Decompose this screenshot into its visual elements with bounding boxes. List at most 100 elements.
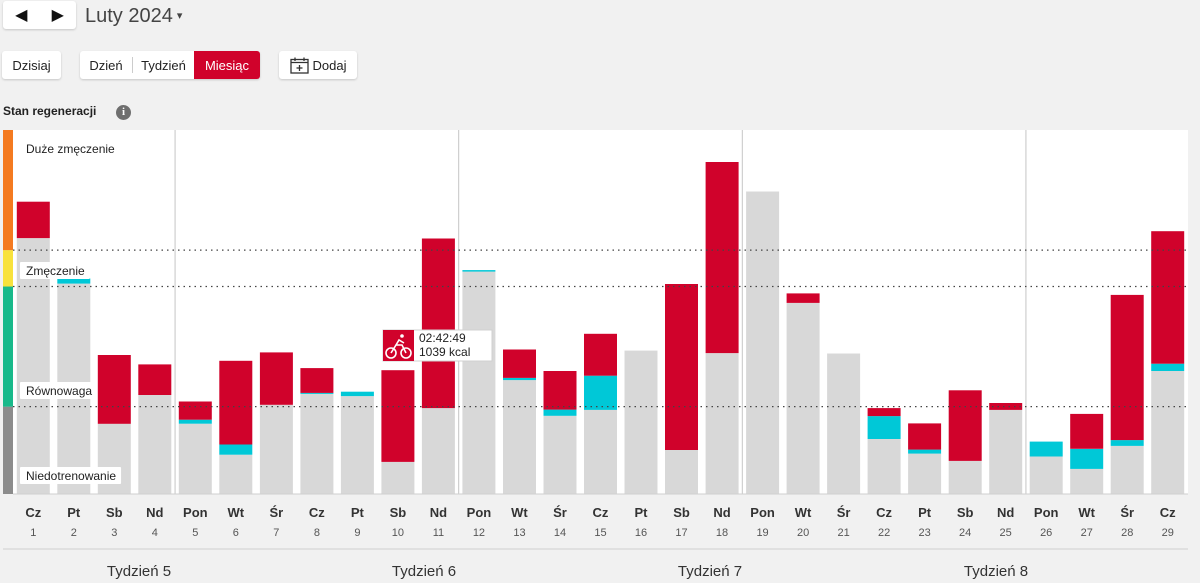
bar-training[interactable] — [908, 423, 942, 450]
bar-recovery[interactable] — [462, 270, 496, 272]
info-icon[interactable]: i — [116, 105, 131, 120]
bar-base[interactable] — [746, 191, 780, 495]
day-name-label: Sb — [957, 505, 974, 520]
week-label: Tydzień 8 — [964, 563, 1028, 580]
date-label: 6 — [233, 527, 239, 539]
bar-training[interactable] — [421, 238, 455, 409]
bar-training[interactable] — [867, 408, 901, 417]
bar-recovery[interactable] — [908, 449, 942, 454]
bar-recovery[interactable] — [57, 278, 91, 284]
bar-training[interactable] — [1110, 294, 1144, 441]
bar-recovery[interactable] — [1110, 440, 1144, 446]
day-name-label: Śr — [269, 505, 283, 520]
bar-training[interactable] — [219, 360, 253, 445]
bar-training[interactable] — [989, 403, 1023, 410]
bar-recovery[interactable] — [178, 419, 212, 424]
tooltip-calories: 1039 kcal — [419, 345, 470, 359]
bar-base[interactable] — [503, 380, 536, 494]
day-name-label: Śr — [553, 505, 567, 520]
date-label: 3 — [111, 527, 117, 539]
bar-training[interactable] — [300, 368, 334, 393]
bar-recovery[interactable] — [584, 375, 617, 410]
date-label: 25 — [1000, 527, 1012, 539]
day-name-label: Wt — [228, 505, 245, 520]
date-label: 20 — [797, 527, 809, 539]
bar-base[interactable] — [705, 353, 739, 494]
bar-training[interactable] — [259, 352, 293, 405]
bar-recovery[interactable] — [543, 409, 577, 416]
bar-base[interactable] — [138, 395, 172, 494]
date-label: 27 — [1081, 527, 1093, 539]
zone-label-background — [20, 262, 90, 279]
view-day-button[interactable]: Dzień — [80, 57, 133, 73]
bar-base[interactable] — [827, 353, 861, 495]
zone-label-background — [20, 467, 122, 484]
date-label: 21 — [837, 527, 849, 539]
section-title: Stan regeneracji — [3, 104, 97, 118]
bar-recovery[interactable] — [219, 444, 253, 455]
date-label: 10 — [392, 527, 404, 539]
bar-base[interactable] — [1110, 446, 1144, 494]
date-label: 7 — [273, 527, 279, 539]
bar-training[interactable] — [1151, 231, 1185, 364]
bar-base[interactable] — [665, 450, 698, 494]
bar-training[interactable] — [97, 355, 131, 424]
bar-training[interactable] — [543, 371, 577, 410]
date-label: 16 — [635, 527, 647, 539]
zone-indicator — [3, 286, 13, 407]
bar-training[interactable] — [178, 401, 212, 420]
bar-base[interactable] — [259, 404, 293, 494]
bar-recovery[interactable] — [340, 391, 374, 397]
bar-base[interactable] — [867, 439, 901, 494]
date-label: 14 — [554, 527, 566, 539]
bar-training[interactable] — [665, 284, 698, 450]
bar-training[interactable] — [948, 390, 982, 461]
bar-base[interactable] — [421, 408, 455, 494]
bar-recovery[interactable] — [1151, 363, 1185, 371]
bar-training[interactable] — [1070, 413, 1104, 449]
bar-base[interactable] — [786, 302, 820, 494]
month-selector[interactable]: Luty 2024 ▾ — [85, 5, 182, 28]
view-week-button[interactable]: Tydzień — [141, 57, 186, 73]
bar-training[interactable] — [503, 349, 536, 378]
bar-training[interactable] — [705, 162, 739, 354]
bar-base[interactable] — [543, 415, 577, 494]
bar-base[interactable] — [908, 453, 942, 494]
bar-recovery[interactable] — [503, 377, 536, 381]
bar-base[interactable] — [1070, 468, 1104, 494]
day-name-label: Nd — [997, 505, 1014, 520]
next-period-button[interactable]: ▶ — [51, 7, 64, 24]
zone-label: Zmęczenie — [26, 264, 85, 278]
bar-base[interactable] — [381, 462, 415, 494]
bar-base[interactable] — [219, 454, 253, 494]
day-name-label: Pt — [635, 505, 649, 520]
bar-base[interactable] — [584, 409, 617, 494]
bar-base[interactable] — [462, 271, 496, 494]
previous-period-button[interactable]: ◀ — [15, 7, 28, 24]
bar-base[interactable] — [178, 423, 212, 494]
add-button[interactable]: Dodaj — [279, 51, 357, 79]
date-label: 24 — [959, 527, 971, 539]
bar-training[interactable] — [16, 201, 50, 239]
bar-training[interactable] — [786, 293, 820, 303]
bar-base[interactable] — [1151, 371, 1185, 494]
zone-label: Równowaga — [26, 384, 92, 398]
bar-base[interactable] — [989, 409, 1023, 494]
view-month-button[interactable]: Miesiąc — [194, 51, 260, 79]
today-button[interactable]: Dzisiaj — [2, 51, 61, 79]
bar-recovery[interactable] — [1029, 441, 1063, 457]
bar-recovery[interactable] — [867, 416, 901, 439]
bar-base[interactable] — [1029, 456, 1063, 495]
date-label: 13 — [513, 527, 525, 539]
bar-recovery[interactable] — [300, 392, 334, 394]
bar-base[interactable] — [624, 350, 658, 494]
bar-base[interactable] — [948, 460, 982, 494]
bar-training[interactable] — [584, 333, 617, 376]
bar-base[interactable] — [300, 393, 334, 494]
bar-training[interactable] — [381, 370, 415, 462]
bar-recovery[interactable] — [1070, 448, 1104, 469]
bar-training[interactable] — [138, 364, 172, 395]
bar-base[interactable] — [340, 396, 374, 494]
day-name-label: Nd — [430, 505, 447, 520]
bar-base[interactable] — [16, 238, 50, 494]
